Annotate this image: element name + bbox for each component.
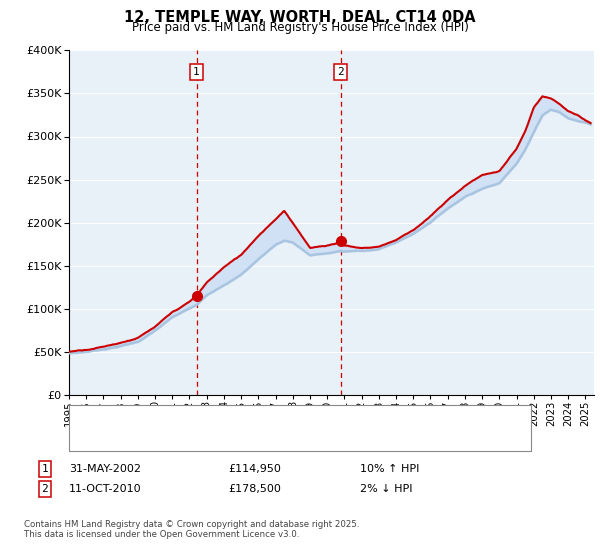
Text: 1: 1 — [41, 464, 49, 474]
Text: 2: 2 — [337, 67, 344, 77]
Text: 11-OCT-2010: 11-OCT-2010 — [69, 484, 142, 494]
Text: —: — — [81, 432, 97, 447]
Text: —: — — [81, 408, 97, 422]
Text: 2% ↓ HPI: 2% ↓ HPI — [360, 484, 413, 494]
Text: 12, TEMPLE WAY, WORTH, DEAL, CT14 0DA (semi-detached house): 12, TEMPLE WAY, WORTH, DEAL, CT14 0DA (s… — [96, 410, 428, 420]
Text: 1: 1 — [193, 67, 200, 77]
Text: HPI: Average price, semi-detached house, Dover: HPI: Average price, semi-detached house,… — [96, 435, 338, 445]
Text: 10% ↑ HPI: 10% ↑ HPI — [360, 464, 419, 474]
Text: 2: 2 — [41, 484, 49, 494]
Text: £178,500: £178,500 — [228, 484, 281, 494]
Text: Contains HM Land Registry data © Crown copyright and database right 2025.
This d: Contains HM Land Registry data © Crown c… — [24, 520, 359, 539]
Text: 12, TEMPLE WAY, WORTH, DEAL, CT14 0DA: 12, TEMPLE WAY, WORTH, DEAL, CT14 0DA — [124, 10, 476, 25]
Text: Price paid vs. HM Land Registry's House Price Index (HPI): Price paid vs. HM Land Registry's House … — [131, 21, 469, 34]
Text: £114,950: £114,950 — [228, 464, 281, 474]
Text: 31-MAY-2002: 31-MAY-2002 — [69, 464, 141, 474]
